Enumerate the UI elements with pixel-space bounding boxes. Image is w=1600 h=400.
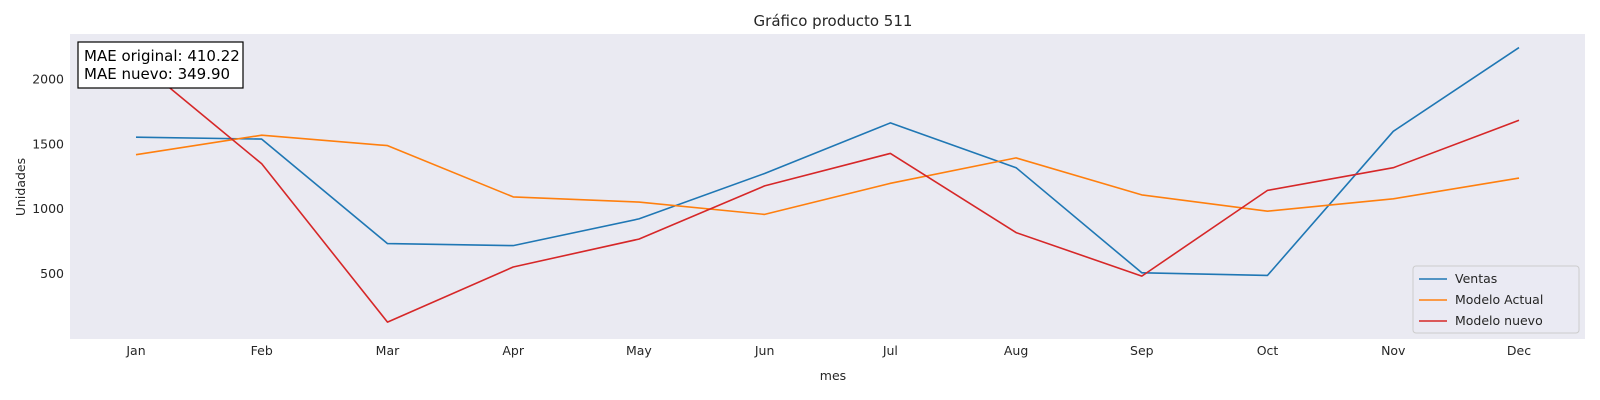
y-tick-label: 500	[40, 266, 64, 281]
x-tick-label: Jan	[125, 343, 145, 358]
x-tick-label: Apr	[502, 343, 524, 358]
x-tick-label: May	[626, 343, 652, 358]
mae-original-text: MAE original: 410.22	[84, 47, 240, 65]
x-tick-label: Aug	[1004, 343, 1028, 358]
series-line-ventas	[135, 46, 1520, 277]
series-line-modelo-actual	[135, 134, 1520, 216]
legend-label: Ventas	[1455, 271, 1497, 286]
legend-box	[1412, 265, 1580, 334]
x-tick-label: Dec	[1507, 343, 1531, 358]
mae-annotation-box	[77, 41, 244, 89]
x-tick-label: Jun	[754, 343, 775, 358]
y-axis-ticks: 500 1000 1500 2000	[32, 71, 64, 281]
x-tick-label: Oct	[1257, 343, 1279, 358]
x-tick-label: Sep	[1130, 343, 1154, 358]
mae-nuevo-text: MAE nuevo: 349.90	[84, 65, 230, 83]
x-axis-label: mes	[820, 368, 846, 383]
y-tick-label: 1500	[32, 136, 64, 151]
x-tick-label: Jul	[882, 343, 898, 358]
legend-label: Modelo nuevo	[1455, 313, 1543, 328]
series-line-modelo-nuevo	[135, 59, 1520, 323]
series-layer	[135, 46, 1520, 323]
y-tick-label: 1000	[32, 201, 64, 216]
x-tick-label: Nov	[1381, 343, 1406, 358]
y-tick-label: 2000	[32, 71, 64, 86]
x-tick-label: Feb	[251, 343, 273, 358]
plot-area	[70, 34, 1585, 339]
y-axis-label: Unidades	[13, 158, 28, 216]
legend: Ventas Modelo Actual Modelo nuevo	[1412, 265, 1580, 334]
x-axis-ticks: Jan Feb Mar Apr May Jun Jul Aug Sep Oct Nov Dec	[125, 343, 1531, 358]
legend-label: Modelo Actual	[1455, 292, 1543, 307]
mae-annotation: MAE original: 410.22 MAE nuevo: 349.90	[77, 41, 244, 89]
x-tick-label: Mar	[376, 343, 400, 358]
chart-title: Gráfico producto 511	[754, 12, 913, 30]
